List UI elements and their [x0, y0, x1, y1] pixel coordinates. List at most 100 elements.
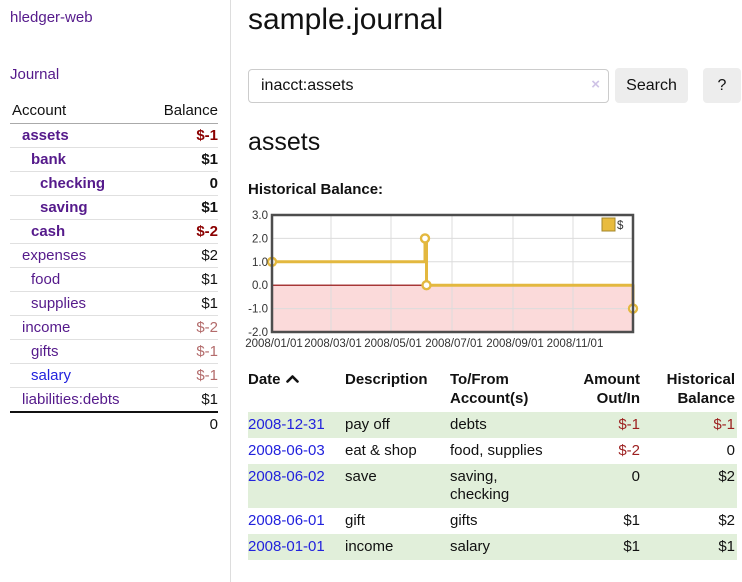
transaction-description: pay off	[345, 412, 450, 438]
register-header-date[interactable]: Date	[248, 368, 345, 412]
register-table: Date Description To/From Account(s) Amou…	[248, 368, 737, 560]
transaction-balance: $-1	[642, 412, 737, 438]
account-balance: $1	[147, 147, 218, 172]
section-title: assets	[248, 128, 321, 156]
accounts-header-line1: To/From	[450, 371, 509, 388]
app-title[interactable]: hledger-web	[10, 9, 93, 26]
account-link-assets[interactable]: assets	[22, 127, 69, 144]
account-link-income[interactable]: income	[22, 319, 71, 336]
transaction-amount: $1	[623, 512, 640, 529]
account-balance: $-2	[147, 315, 218, 340]
chart-border	[270, 213, 635, 334]
date-header-label: Date	[248, 371, 281, 388]
clear-search-icon[interactable]: ×	[591, 75, 600, 93]
account-row-food: food $1	[10, 267, 218, 292]
register-header-accounts: To/From Account(s)	[450, 368, 563, 412]
svg-text:2008/09/01: 2008/09/01	[486, 338, 544, 350]
transaction-balance: 0	[726, 442, 735, 459]
search-input[interactable]	[248, 68, 609, 103]
register-header-amount: Amount Out/In	[563, 368, 642, 412]
account-row-gifts: gifts $-1	[10, 339, 218, 364]
transaction-balance: $2	[642, 464, 737, 508]
account-link-gifts[interactable]: gifts	[31, 343, 59, 360]
accounts-total-value: 0	[147, 411, 218, 436]
account-row-income: income $-2	[10, 315, 218, 340]
account-row-liabilities-debts: liabilities:debts $1	[10, 387, 218, 413]
search-form: × Search ?	[248, 68, 742, 103]
account-row-salary: salary $-1	[10, 363, 218, 388]
account-balance: $1	[147, 291, 218, 316]
svg-text:1.0: 1.0	[252, 257, 268, 269]
transaction-date-link[interactable]: 2008-12-31	[248, 416, 325, 433]
transaction-amount: 0	[563, 464, 642, 508]
sort-ascending-icon	[285, 370, 299, 389]
svg-text:2008/01/01: 2008/01/01	[245, 338, 303, 350]
sidebar-item-journal[interactable]: Journal	[10, 66, 60, 83]
account-balance: 0	[147, 171, 218, 196]
register-header-balance: Historical Balance	[642, 368, 737, 412]
account-link-supplies[interactable]: supplies	[31, 295, 87, 312]
transaction-date-link[interactable]: 2008-01-01	[248, 538, 325, 555]
chart-x-ticks: 2008/01/01 2008/03/01 2008/05/01 2008/07…	[245, 338, 603, 350]
register-row: 2008-12-31 pay off debts $-1 $-1	[248, 412, 737, 438]
balance-header-line2: Balance	[677, 390, 735, 407]
account-link-liabilities-debts[interactable]: liabilities:debts	[22, 391, 120, 408]
transaction-description: gift	[345, 512, 366, 529]
transaction-description: save	[345, 464, 450, 508]
accounts-total-row: 0	[10, 411, 218, 436]
transaction-description: income	[345, 534, 450, 560]
sidebar: hledger-web Journal Account Balance asse…	[0, 0, 231, 582]
transaction-accounts: food, supplies	[450, 442, 543, 459]
accounts-header-account: Account	[10, 99, 148, 124]
register-row: 2008-01-01 income salary $1 $1	[248, 534, 737, 560]
account-balance: $2	[147, 243, 218, 268]
transaction-accounts: saving, checking	[450, 464, 563, 508]
historical-balance-chart: $ 3.0 2.0 1.0 0.0 -1.0 -2.0 2008/01/01 2…	[245, 210, 639, 350]
chart-y-ticks: 3.0 2.0 1.0 0.0 -1.0 -2.0	[248, 210, 268, 339]
account-balance: $1	[147, 267, 218, 292]
chart-label: Historical Balance:	[248, 181, 384, 198]
help-button[interactable]: ?	[703, 68, 741, 103]
account-row-checking: checking 0	[10, 171, 218, 196]
account-row-saving: saving $1	[10, 195, 218, 220]
transaction-date-link[interactable]: 2008-06-03	[248, 442, 325, 459]
account-link-checking[interactable]: checking	[40, 175, 106, 192]
account-balance: $-2	[147, 219, 218, 244]
account-balance: $1	[147, 387, 218, 413]
account-row-supplies: supplies $1	[10, 291, 218, 316]
amount-header-line2: Out/In	[596, 390, 640, 407]
register-header-description: Description	[345, 371, 428, 388]
account-balance: $-1	[147, 363, 218, 388]
legend-swatch	[601, 217, 616, 232]
accounts-header-line2: Account(s)	[450, 390, 529, 407]
account-link-cash[interactable]: cash	[31, 223, 66, 240]
transaction-description: eat & shop	[345, 442, 417, 459]
account-row-cash: cash $-2	[10, 219, 218, 244]
account-link-salary[interactable]: salary	[31, 367, 72, 384]
account-link-expenses[interactable]: expenses	[22, 247, 87, 264]
account-row-expenses: expenses $2	[10, 243, 218, 268]
account-link-food[interactable]: food	[31, 271, 61, 288]
transaction-accounts: gifts	[450, 512, 478, 529]
accounts-table: Account Balance assets $-1 bank $1 check…	[10, 99, 218, 436]
account-link-saving[interactable]: saving	[40, 199, 88, 216]
register-header-row: Date Description To/From Account(s) Amou…	[248, 368, 737, 412]
transaction-date-link[interactable]: 2008-06-01	[248, 512, 325, 529]
balance-header-line1: Historical	[666, 371, 735, 388]
transaction-amount: $-2	[618, 442, 640, 459]
accounts-header-row: Account Balance	[10, 99, 218, 124]
transaction-amount: $1	[563, 534, 642, 560]
account-balance: $-1	[147, 123, 218, 148]
transaction-date-link[interactable]: 2008-06-02	[248, 468, 325, 485]
account-balance: $-1	[147, 339, 218, 364]
svg-text:2008/05/01: 2008/05/01	[364, 338, 422, 350]
chart-legend: $	[601, 217, 624, 232]
page-title: sample.journal	[248, 3, 444, 36]
register-row: 2008-06-02 save saving, checking 0 $2	[248, 464, 737, 508]
account-link-bank[interactable]: bank	[31, 151, 67, 168]
search-button[interactable]: Search	[615, 68, 688, 103]
transaction-accounts: debts	[450, 412, 563, 438]
accounts-header-balance: Balance	[147, 99, 218, 124]
svg-text:3.0: 3.0	[252, 210, 268, 222]
transaction-accounts: salary	[450, 534, 563, 560]
